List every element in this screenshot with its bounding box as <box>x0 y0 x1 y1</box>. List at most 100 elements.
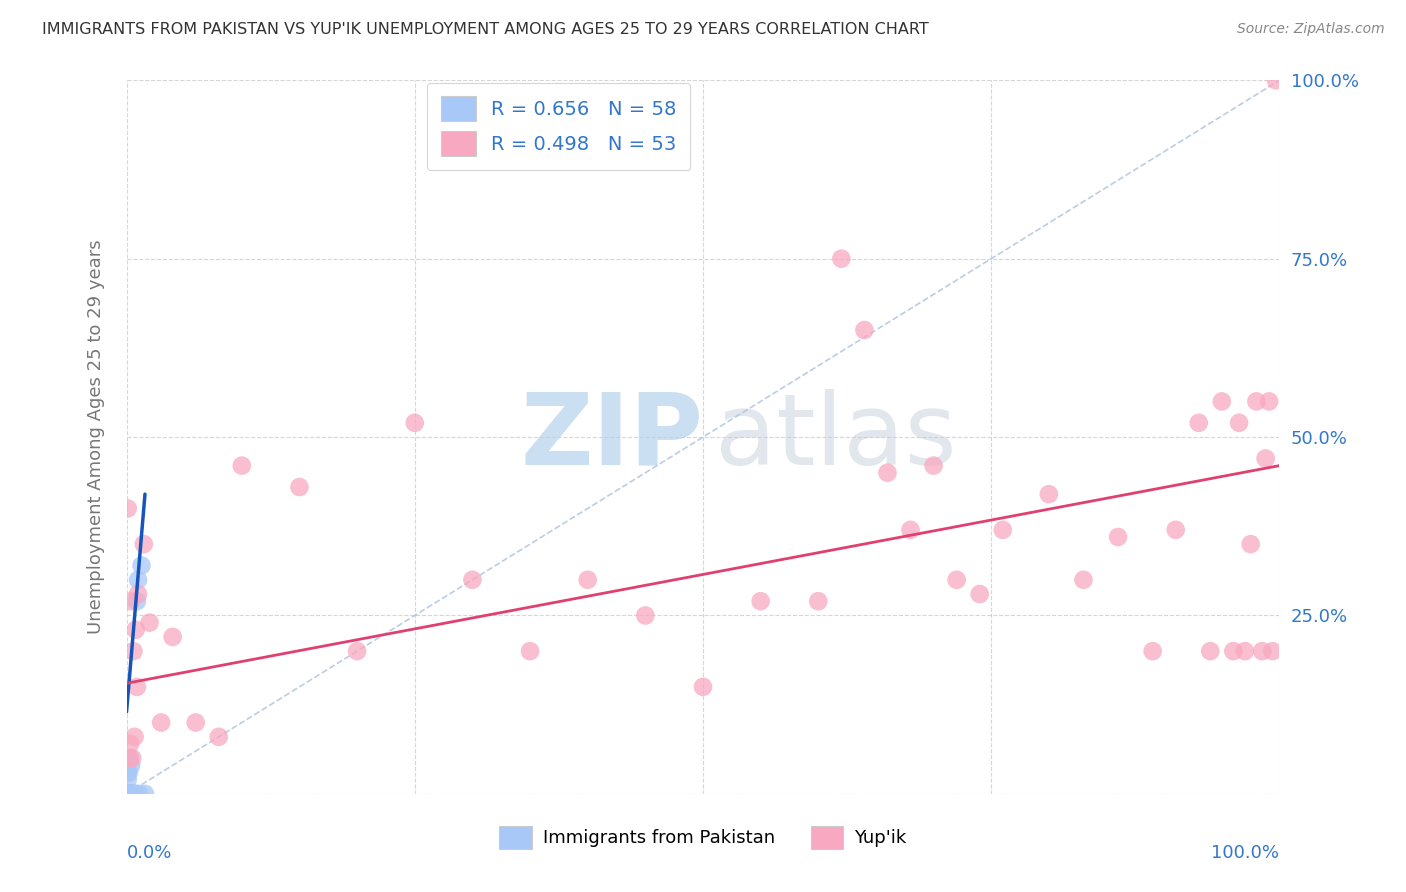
Point <box>576 573 599 587</box>
Point <box>118 787 141 801</box>
Point <box>131 558 153 573</box>
Point <box>115 787 138 801</box>
Point <box>115 787 138 801</box>
Point <box>115 787 138 801</box>
Point <box>969 587 991 601</box>
Point <box>115 787 138 801</box>
Point <box>830 252 852 266</box>
Point <box>1038 487 1060 501</box>
Point <box>125 680 148 694</box>
Point <box>1142 644 1164 658</box>
Point <box>117 787 139 801</box>
Point <box>749 594 772 608</box>
Point <box>118 787 141 801</box>
Point <box>124 787 146 801</box>
Point <box>117 787 139 801</box>
Point <box>122 787 145 801</box>
Point <box>118 787 141 801</box>
Point <box>1107 530 1129 544</box>
Point <box>1265 73 1288 87</box>
Legend: Immigrants from Pakistan, Yup'ik: Immigrants from Pakistan, Yup'ik <box>492 819 914 856</box>
Point <box>125 787 148 801</box>
Point <box>118 751 141 765</box>
Point <box>128 787 150 801</box>
Y-axis label: Unemployment Among Ages 25 to 29 years: Unemployment Among Ages 25 to 29 years <box>87 240 105 634</box>
Text: atlas: atlas <box>714 389 956 485</box>
Text: 100.0%: 100.0% <box>1212 844 1279 862</box>
Point <box>115 787 138 801</box>
Point <box>991 523 1014 537</box>
Point <box>922 458 945 473</box>
Point <box>1164 523 1187 537</box>
Point <box>1258 394 1281 409</box>
Point <box>900 523 922 537</box>
Point <box>117 765 139 780</box>
Point <box>1073 573 1095 587</box>
Point <box>120 787 142 801</box>
Text: ZIP: ZIP <box>520 389 703 485</box>
Point <box>150 715 173 730</box>
Point <box>120 758 142 772</box>
Point <box>346 644 368 658</box>
Point <box>121 787 143 801</box>
Point <box>692 680 714 694</box>
Point <box>807 594 830 608</box>
Point <box>117 787 139 801</box>
Point <box>1261 644 1284 658</box>
Point <box>118 787 141 801</box>
Point <box>118 787 141 801</box>
Point <box>118 787 141 801</box>
Text: IMMIGRANTS FROM PAKISTAN VS YUP'IK UNEMPLOYMENT AMONG AGES 25 TO 29 YEARS CORREL: IMMIGRANTS FROM PAKISTAN VS YUP'IK UNEMP… <box>42 22 929 37</box>
Point <box>121 751 143 765</box>
Point <box>115 787 138 801</box>
Point <box>208 730 231 744</box>
Point <box>231 458 253 473</box>
Point <box>1251 644 1274 658</box>
Point <box>134 787 156 801</box>
Point <box>125 623 148 637</box>
Point <box>118 765 141 780</box>
Point <box>117 787 139 801</box>
Point <box>127 573 149 587</box>
Text: Source: ZipAtlas.com: Source: ZipAtlas.com <box>1237 22 1385 37</box>
Point <box>121 787 143 801</box>
Point <box>1240 537 1263 551</box>
Point <box>127 587 149 601</box>
Point <box>117 787 139 801</box>
Point <box>1246 394 1268 409</box>
Point <box>124 730 146 744</box>
Point <box>117 787 139 801</box>
Point <box>461 573 484 587</box>
Point <box>519 644 541 658</box>
Point <box>118 787 141 801</box>
Point <box>117 501 139 516</box>
Point <box>115 787 138 801</box>
Point <box>118 787 141 801</box>
Point <box>876 466 898 480</box>
Point <box>1233 644 1256 658</box>
Point <box>120 787 142 801</box>
Point <box>1199 644 1222 658</box>
Point <box>125 594 148 608</box>
Point <box>118 787 141 801</box>
Point <box>115 787 138 801</box>
Point <box>118 737 141 751</box>
Point <box>121 787 143 801</box>
Point <box>115 787 138 801</box>
Point <box>122 644 145 658</box>
Point <box>115 787 138 801</box>
Point <box>118 787 141 801</box>
Point <box>162 630 184 644</box>
Point <box>118 787 141 801</box>
Point <box>117 787 139 801</box>
Point <box>853 323 876 337</box>
Point <box>115 787 138 801</box>
Point <box>1227 416 1250 430</box>
Point <box>404 416 426 430</box>
Point <box>184 715 207 730</box>
Point <box>117 787 139 801</box>
Point <box>115 787 138 801</box>
Point <box>115 787 138 801</box>
Point <box>120 787 142 801</box>
Point <box>117 787 139 801</box>
